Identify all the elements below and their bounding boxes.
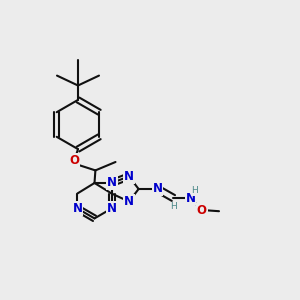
Text: N: N [72,202,82,215]
Text: H: H [170,202,177,211]
Text: N: N [106,202,117,215]
Text: O: O [196,203,207,217]
Text: N: N [124,170,134,183]
Text: N: N [124,195,134,208]
Text: N: N [185,191,196,205]
Text: N: N [106,176,117,190]
Text: N: N [152,182,163,196]
Text: H: H [191,186,198,195]
Text: O: O [69,154,80,167]
